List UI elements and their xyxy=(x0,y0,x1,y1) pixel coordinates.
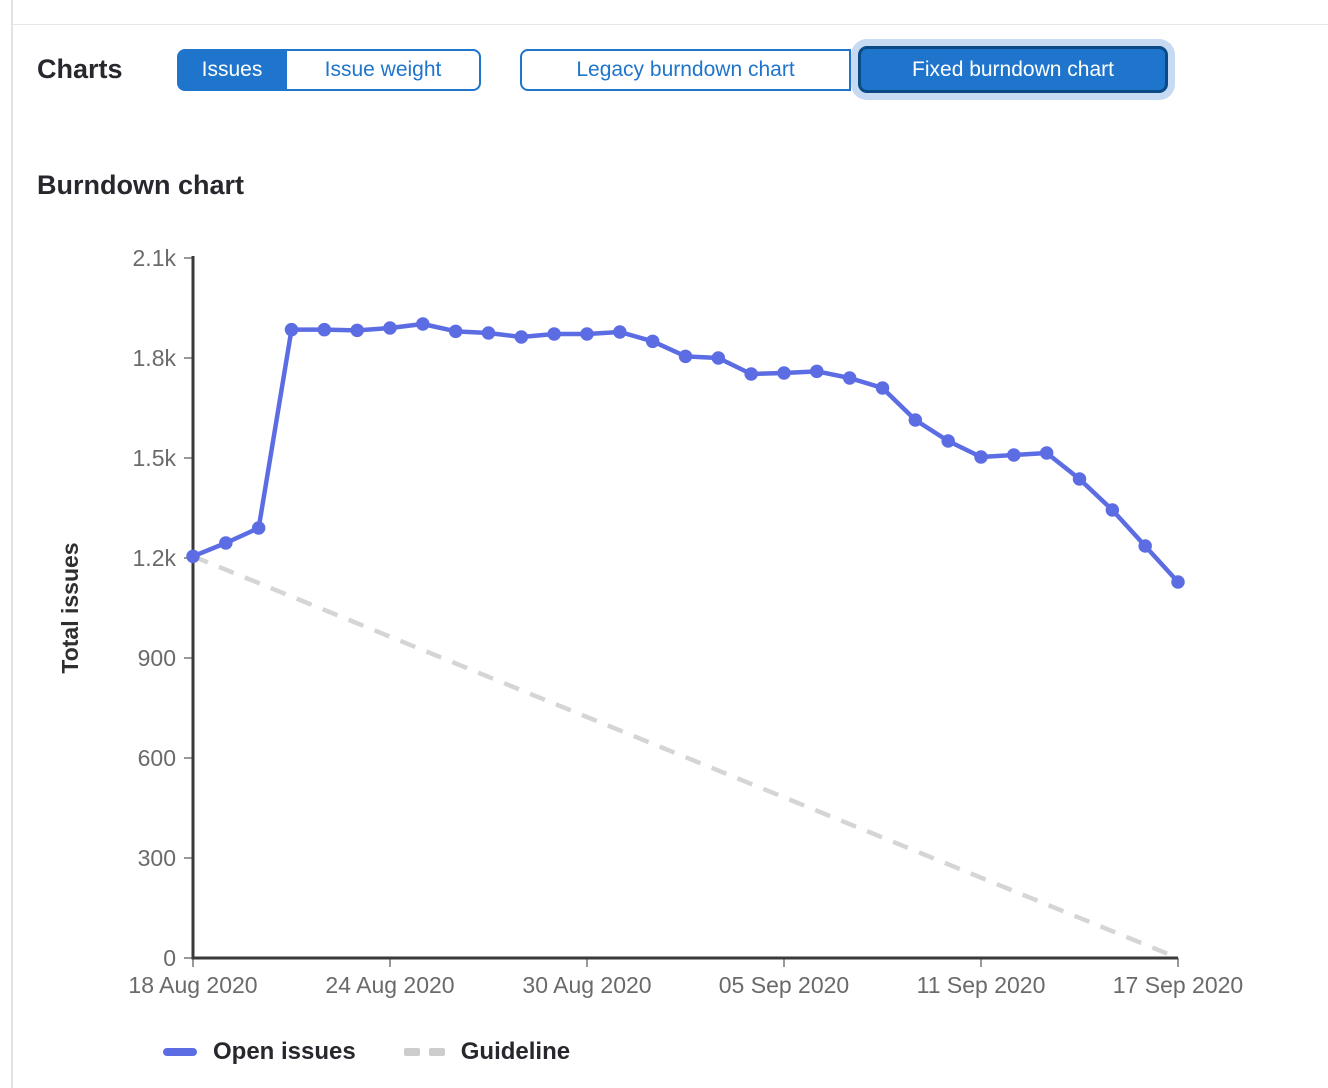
data-point[interactable] xyxy=(810,364,824,379)
data-point[interactable] xyxy=(777,366,791,380)
data-point[interactable] xyxy=(1007,448,1021,462)
data-point[interactable] xyxy=(908,413,923,427)
sidebar-divider xyxy=(11,0,13,1088)
data-point[interactable] xyxy=(317,322,332,337)
data-point[interactable] xyxy=(645,334,660,349)
data-point[interactable] xyxy=(1138,539,1152,553)
data-point[interactable] xyxy=(350,323,364,338)
chart-legend: Open issues Guideline xyxy=(163,1038,570,1066)
issues-toggle-button[interactable]: Issues xyxy=(177,49,287,91)
data-point[interactable] xyxy=(448,324,463,339)
issue-weight-toggle-button[interactable]: Issue weight xyxy=(287,49,481,91)
burndown-chart: 2.1k 1.8k 1.5k 1.2k 900 600 300 018 Aug 2020 24 … xyxy=(57,245,1243,998)
data-point[interactable] xyxy=(1105,503,1120,517)
data-point[interactable] xyxy=(678,349,693,364)
burndown-chart-title: Burndown chart xyxy=(37,170,244,200)
open-issues-swatch xyxy=(163,1048,197,1056)
data-point[interactable] xyxy=(383,321,397,335)
legacy-burndown-chart-button[interactable]: Legacy burndown chart xyxy=(520,49,851,91)
data-point[interactable] xyxy=(416,317,430,331)
y-tick-label: 2.1k xyxy=(133,245,177,271)
open-issues-legend-label: Open issues xyxy=(213,1038,356,1065)
y-tick-label: 1.8k xyxy=(133,345,177,371)
data-point[interactable] xyxy=(547,327,561,341)
x-tick-label: 18 Aug 2020 xyxy=(128,972,257,998)
y-tick-label: 0 xyxy=(163,945,176,971)
data-point[interactable] xyxy=(744,367,758,381)
data-point[interactable] xyxy=(1072,472,1087,486)
x-tick-label: 30 Aug 2020 xyxy=(522,972,651,998)
x-tick-label: 17 Sep 2020 xyxy=(1113,972,1243,998)
x-tick-label: 24 Aug 2020 xyxy=(325,972,454,998)
data-point[interactable] xyxy=(974,450,988,464)
y-tick-label: 900 xyxy=(138,645,176,671)
data-point[interactable] xyxy=(875,381,890,395)
data-point[interactable] xyxy=(580,327,594,341)
guideline-legend-label: Guideline xyxy=(460,1038,571,1065)
header-divider xyxy=(13,24,1328,25)
data-point[interactable] xyxy=(941,434,955,448)
data-point[interactable] xyxy=(251,521,266,535)
burndown-chart-container: 2.1k 1.8k 1.5k 1.2k 900 600 300 0 18 Aug 2020 24 … xyxy=(0,230,1328,1020)
data-point[interactable] xyxy=(711,351,726,365)
data-point[interactable] xyxy=(613,325,627,339)
data-point[interactable] xyxy=(842,371,857,385)
data-point[interactable] xyxy=(186,549,200,564)
y-axis-title: Total issues xyxy=(57,542,83,673)
legend-item-guideline[interactable]: Guideline xyxy=(403,1038,571,1066)
data-point[interactable] xyxy=(1039,446,1054,460)
data-point[interactable] xyxy=(219,536,233,550)
fixed-burndown-chart-button[interactable]: Fixed burndown chart xyxy=(858,46,1168,93)
y-tick-label: 300 xyxy=(138,845,176,871)
y-tick-label: 600 xyxy=(138,745,176,771)
data-point[interactable] xyxy=(514,330,529,344)
charts-heading: Charts xyxy=(37,54,123,84)
data-point[interactable] xyxy=(481,326,496,340)
x-tick-label: 11 Sep 2020 xyxy=(917,972,1046,998)
y-tick-label: 1.5k xyxy=(133,445,177,471)
x-tick-label: 05 Sep 2020 xyxy=(719,972,849,998)
data-point[interactable] xyxy=(284,322,299,337)
guideline-line xyxy=(192,554,1179,961)
guideline-swatch xyxy=(403,1048,445,1056)
legend-item-open-issues[interactable]: Open issues xyxy=(163,1038,356,1066)
y-tick-label: 1.2k xyxy=(133,545,177,571)
data-point[interactable] xyxy=(1171,575,1185,589)
